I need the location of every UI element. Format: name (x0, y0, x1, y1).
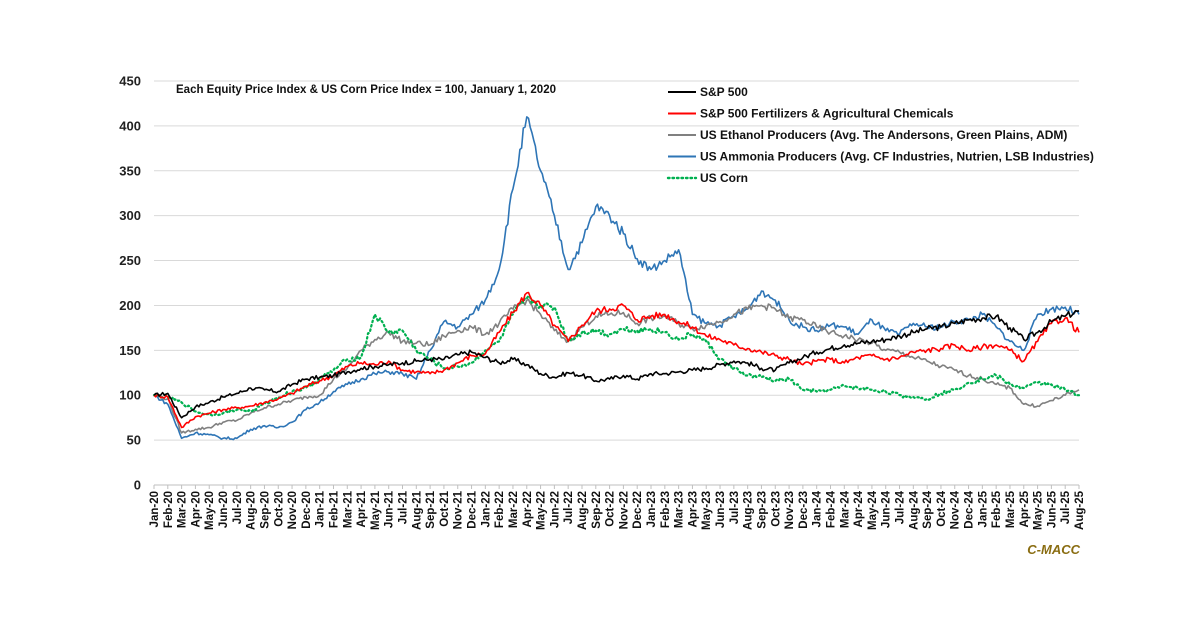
x-tick-label: Jul-23 (729, 491, 741, 524)
x-tick-label: Mar-22 (508, 491, 520, 528)
series-line-0 (153, 309, 1080, 419)
x-tick-label: Nov-24 (950, 490, 962, 529)
x-tick-label: May-20 (204, 491, 216, 530)
chart-subtitle: Each Equity Price Index & US Corn Price … (176, 84, 556, 96)
brand-watermark: C-MACC (1027, 542, 1080, 557)
x-tick-label: Jul-20 (232, 491, 244, 524)
x-tick-label: Mar-24 (839, 490, 851, 528)
y-tick-label: 250 (119, 253, 141, 268)
x-tick-label: Mar-21 (342, 490, 354, 528)
series-line-2 (153, 298, 1080, 434)
legend-label-1: S&P 500 Fertilizers & Agricultural Chemi… (700, 107, 954, 121)
x-axis: Jan-20 Feb-20 Mar-20 Apr-20 May-20 Jun-20 Jul-… (149, 484, 1086, 530)
series-group (152, 116, 1081, 441)
y-tick-label: 100 (119, 388, 141, 403)
x-tick-label: Jan-23 (646, 491, 658, 527)
x-tick-label: Sep-24 (922, 490, 934, 528)
x-tick-label: Oct-23 (770, 491, 782, 527)
x-tick-label: May-25 (1033, 490, 1045, 530)
legend-label-4: US Corn (700, 171, 748, 185)
x-tick-label: Dec-21 (467, 490, 479, 528)
x-tick-label: Oct-20 (273, 491, 285, 527)
x-tick-label: Apr-21 (356, 490, 368, 527)
x-tick-label: May-24 (867, 490, 879, 530)
x-tick-label: Nov-22 (618, 491, 630, 529)
y-tick-label: 0 (134, 478, 141, 493)
x-tick-label: Jan-22 (480, 491, 492, 527)
legend-label-3: US Ammonia Producers (Avg. CF Industries… (700, 150, 1094, 164)
y-tick-label: 50 (127, 433, 141, 448)
gridlines (154, 80, 1079, 441)
x-tick-label: Mar-25 (1005, 490, 1017, 528)
x-tick-label: Sep-20 (259, 491, 271, 529)
x-tick-label: Jul-24 (895, 490, 907, 524)
x-tick-label: Feb-24 (825, 490, 837, 528)
x-tick-label: Nov-23 (784, 491, 796, 529)
x-tick-label: Feb-21 (328, 490, 340, 528)
x-tick-label: Dec-22 (632, 491, 644, 529)
x-tick-label: Apr-20 (190, 491, 202, 527)
x-tick-label: Dec-24 (964, 490, 976, 528)
x-tick-label: Oct-22 (605, 491, 617, 527)
x-tick-label: Dec-23 (798, 491, 810, 529)
x-tick-label: Jan-21 (315, 490, 327, 527)
x-tick-label: Sep-23 (756, 491, 768, 529)
x-tick-label: Feb-25 (991, 490, 1003, 528)
x-tick-label: Mar-20 (177, 491, 189, 528)
x-tick-label: Aug-24 (908, 490, 920, 530)
series-line-1 (153, 291, 1080, 429)
x-tick-label: Apr-23 (687, 491, 699, 527)
x-tick-label: Sep-21 (425, 490, 437, 528)
y-tick-label: 150 (119, 343, 141, 358)
x-tick-label: Oct-24 (936, 490, 948, 526)
x-tick-label: Mar-23 (674, 491, 686, 528)
x-tick-label: Aug-25 (1074, 490, 1086, 530)
x-tick-label: Aug-23 (743, 491, 755, 530)
x-tick-label: Jul-25 (1060, 490, 1072, 524)
x-tick-label: May-22 (536, 491, 548, 530)
y-tick-label: 300 (119, 208, 141, 223)
x-tick-label: Aug-22 (577, 491, 589, 530)
x-tick-label: Jan-24 (812, 490, 824, 527)
x-tick-label: Sep-22 (591, 491, 603, 529)
x-tick-label: Feb-22 (494, 491, 506, 528)
x-tick-label: Oct-21 (439, 490, 451, 526)
x-tick-label: Feb-20 (163, 491, 175, 528)
x-tick-label: Nov-21 (453, 490, 465, 529)
x-tick-label: Jun-23 (715, 491, 727, 528)
x-tick-label: May-21 (370, 490, 382, 530)
y-tick-label: 400 (119, 118, 141, 133)
x-tick-label: Feb-23 (660, 491, 672, 528)
x-tick-label: Aug-21 (411, 490, 423, 530)
legend-label-2: US Ethanol Producers (Avg. The Andersons… (700, 128, 1067, 142)
legend-label-0: S&P 500 (700, 85, 748, 99)
y-tick-label: 350 (119, 163, 141, 178)
series-line-4 (152, 294, 1081, 417)
x-tick-label: Jun-25 (1046, 490, 1058, 528)
x-tick-label: Jun-22 (549, 491, 561, 528)
x-tick-label: Nov-20 (287, 491, 299, 529)
x-tick-label: Jun-20 (218, 491, 230, 528)
x-tick-label: Apr-25 (1019, 490, 1031, 527)
x-tick-label: Apr-24 (853, 490, 865, 527)
x-tick-label: Apr-22 (522, 491, 534, 527)
x-tick-label: Aug-20 (246, 491, 258, 530)
x-tick-label: Jun-21 (384, 490, 396, 528)
x-tick-label: Jun-24 (881, 490, 893, 528)
x-tick-label: Jan-25 (977, 490, 989, 527)
series-line-3 (153, 116, 1080, 441)
x-tick-label: May-23 (701, 491, 713, 530)
x-tick-label: Jul-22 (563, 491, 575, 524)
y-tick-label: 450 (119, 74, 141, 89)
x-tick-label: Dec-20 (301, 491, 313, 529)
y-axis: 0 50 100 150 200 250 300 350 400 450 (119, 74, 141, 493)
y-tick-label: 200 (119, 298, 141, 313)
legend: S&P 500 S&P 500 Fertilizers & Agricultura… (666, 85, 1094, 185)
x-tick-label: Jan-20 (149, 491, 161, 527)
x-tick-label: Jul-21 (398, 490, 410, 524)
